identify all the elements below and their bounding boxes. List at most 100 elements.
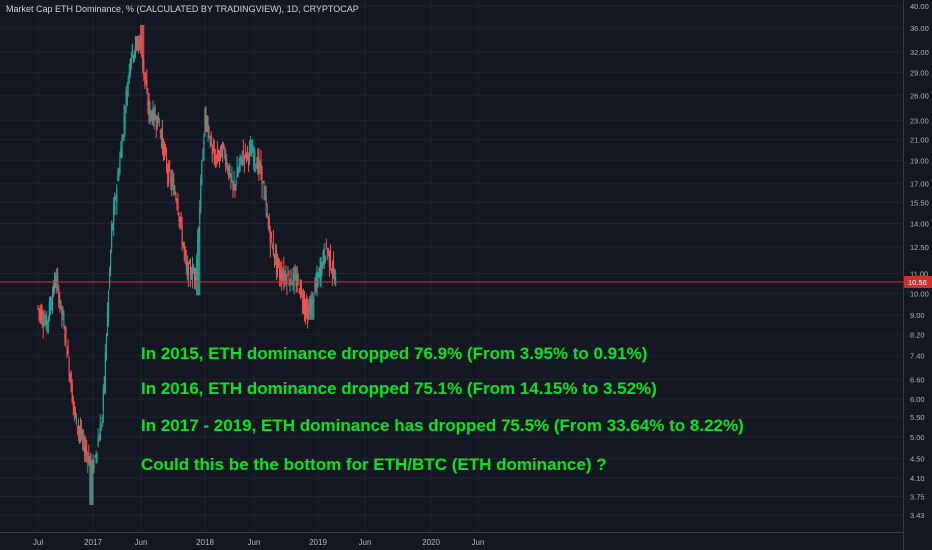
candle-body	[38, 309, 40, 311]
candle-body	[60, 300, 62, 306]
candle-body	[123, 115, 125, 130]
candle-body	[105, 336, 108, 359]
candle-body	[151, 115, 153, 122]
candle-body	[230, 176, 232, 178]
candle-body	[271, 244, 273, 249]
candle-body	[210, 134, 212, 145]
candle-body	[177, 201, 179, 214]
candle-body	[185, 260, 187, 266]
candle-body	[312, 292, 314, 296]
candle-body	[46, 322, 48, 324]
candle-body	[181, 227, 183, 245]
candle-body	[249, 145, 252, 147]
candle-body	[59, 300, 61, 304]
candle-body	[175, 194, 177, 200]
candle-body	[261, 165, 263, 187]
candle-body	[125, 93, 127, 103]
candle-body	[186, 264, 188, 272]
candle-body	[202, 158, 204, 161]
candle-body	[37, 306, 39, 308]
candle-body	[226, 162, 228, 164]
annotation-2017-2019: In 2017 - 2019, ETH dominance has droppe…	[141, 416, 744, 435]
candle-body	[141, 54, 143, 57]
candle-body	[290, 270, 292, 283]
candle-body	[73, 405, 75, 410]
candle-body	[109, 250, 112, 272]
candle-body	[111, 227, 113, 247]
candle-body	[314, 284, 316, 287]
candle-body	[58, 288, 60, 304]
candle-body	[96, 453, 98, 455]
candle-body	[254, 150, 256, 162]
candle-body	[190, 276, 193, 279]
y-tick-label: 36.00	[910, 24, 929, 33]
candle-body	[87, 457, 89, 461]
candle-body	[150, 111, 152, 116]
candle-body	[331, 271, 334, 275]
candle-body	[287, 273, 289, 275]
y-tick-label: 9.00	[910, 311, 925, 320]
candle-body	[302, 294, 305, 310]
candle-body	[244, 148, 247, 150]
candle-body	[267, 222, 269, 224]
candle-body	[294, 275, 296, 278]
candle-body	[176, 201, 178, 205]
candle-body	[103, 377, 105, 392]
candle-body	[203, 140, 205, 153]
candle-body	[164, 146, 167, 154]
current-price-tag	[904, 275, 932, 288]
candle-body	[236, 167, 238, 178]
candle-body	[188, 262, 191, 264]
x-tick-label: Jun	[359, 538, 372, 547]
candle-body	[305, 300, 308, 310]
candle-body	[165, 157, 168, 170]
candle-body	[211, 151, 213, 154]
candle-body	[289, 280, 291, 286]
candle-body	[286, 276, 288, 285]
x-tick-label: Jun	[248, 538, 261, 547]
candle-body	[147, 99, 149, 106]
candle-body	[118, 173, 120, 178]
candle-body	[283, 268, 285, 281]
candle-body	[258, 157, 260, 170]
candle-body	[269, 232, 271, 248]
candle-body	[316, 274, 318, 285]
candle-body	[171, 179, 173, 187]
candle-body	[221, 147, 224, 159]
candle-body	[323, 248, 325, 265]
candle-body	[72, 395, 74, 406]
candle-body	[326, 251, 328, 253]
candle-body	[76, 425, 79, 428]
candle-body	[274, 253, 277, 259]
candle-body	[214, 159, 216, 165]
candle-body	[128, 71, 130, 75]
candle-body	[300, 285, 303, 292]
candle-body	[108, 270, 111, 286]
candle-body	[155, 123, 157, 127]
candle-body	[136, 45, 139, 48]
candle-body	[113, 206, 115, 225]
candle-body	[170, 177, 172, 181]
candle-body	[280, 271, 282, 279]
candle-body	[84, 446, 86, 456]
candle-body	[124, 116, 126, 124]
candle-body	[132, 56, 135, 60]
candle-body	[272, 241, 275, 255]
candle-body	[79, 428, 82, 435]
candle-body	[329, 251, 332, 269]
candle-body	[327, 249, 329, 253]
candle-body	[90, 453, 92, 463]
candle-body	[47, 316, 49, 322]
y-tick-label: 5.00	[910, 433, 925, 442]
candle-body	[304, 304, 307, 315]
candle-body	[134, 41, 137, 52]
candle-body	[256, 165, 258, 169]
candle-body	[98, 438, 100, 442]
candle-body	[173, 184, 175, 195]
candle-body	[160, 136, 163, 140]
chart-title: Market Cap ETH Dominance, % (CALCULATED …	[6, 4, 359, 14]
y-tick-label: 29.00	[910, 69, 929, 78]
candle-body	[255, 165, 257, 167]
